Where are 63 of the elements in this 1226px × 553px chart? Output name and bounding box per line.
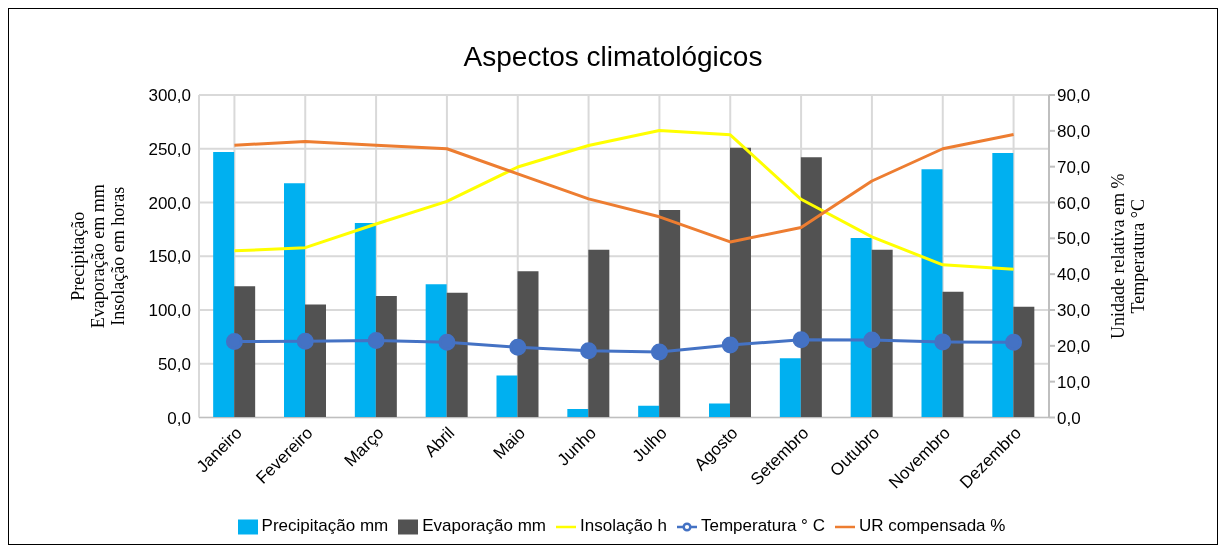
legend-label: Precipitação mm (261, 516, 389, 536)
point (721, 336, 739, 354)
bar (1013, 306, 1035, 418)
point (580, 342, 598, 360)
y2-tick-label: 20,0 (1057, 336, 1091, 356)
point (296, 332, 314, 350)
y2-tick-label: 90,0 (1057, 86, 1091, 106)
point (225, 333, 243, 351)
bar (779, 358, 801, 418)
bar (284, 183, 305, 418)
point (934, 333, 952, 351)
bar (567, 408, 589, 418)
y2-tick-label: 50,0 (1057, 229, 1091, 249)
bar (921, 169, 943, 418)
y-tick-label: 0,0 (167, 408, 191, 428)
bar (709, 403, 730, 418)
point (509, 338, 527, 356)
y2-axis-title: Unidade relativa em % Temperatura °C (1108, 173, 1148, 339)
legend-label: UR compensada % (858, 516, 1006, 536)
y-axis-title: Precipitação Evaporação em mm Insolação em horas (68, 184, 128, 329)
y-tick-label: 300,0 (148, 86, 191, 106)
legend-label: Insolação h (580, 516, 667, 536)
y-tick-label: 100,0 (148, 301, 191, 321)
bar (425, 284, 447, 418)
y2-tick-label: 60,0 (1057, 193, 1091, 213)
line-series (232, 128, 1016, 271)
line-series (232, 132, 1016, 244)
bar (850, 237, 872, 418)
bar (213, 151, 235, 418)
point (792, 331, 810, 349)
chart-title: Aspectos climatológicos (462, 40, 764, 74)
bar (992, 153, 1014, 418)
bar (871, 249, 893, 418)
bar (305, 304, 326, 418)
y2-tick-label: 10,0 (1057, 372, 1091, 392)
y2-tick-label: 0,0 (1057, 408, 1081, 428)
bar (234, 286, 256, 418)
y-tick-label: 250,0 (148, 139, 191, 159)
y2-tick-label: 40,0 (1057, 265, 1091, 285)
bar (588, 249, 610, 418)
bar (354, 222, 376, 418)
y-tick-label: 150,0 (148, 247, 191, 267)
bar (659, 210, 681, 418)
bar (375, 296, 397, 418)
bar (638, 405, 660, 418)
legend-label: Evaporação mm (422, 516, 546, 536)
bar (496, 375, 518, 418)
bar (800, 157, 822, 418)
point (650, 343, 668, 361)
bar (730, 147, 751, 418)
bar (446, 292, 468, 418)
point (1005, 333, 1023, 351)
bar (517, 271, 539, 418)
point (367, 331, 385, 349)
point (438, 333, 456, 351)
y-tick-label: 50,0 (157, 354, 191, 374)
y-tick-label: 200,0 (148, 193, 191, 213)
legend-label: Temperatura ° C (700, 516, 825, 536)
y2-tick-label: 30,0 (1057, 301, 1091, 321)
y2-tick-label: 70,0 (1057, 157, 1091, 177)
bar (942, 291, 964, 418)
y2-tick-label: 80,0 (1057, 121, 1091, 141)
point (863, 331, 881, 349)
